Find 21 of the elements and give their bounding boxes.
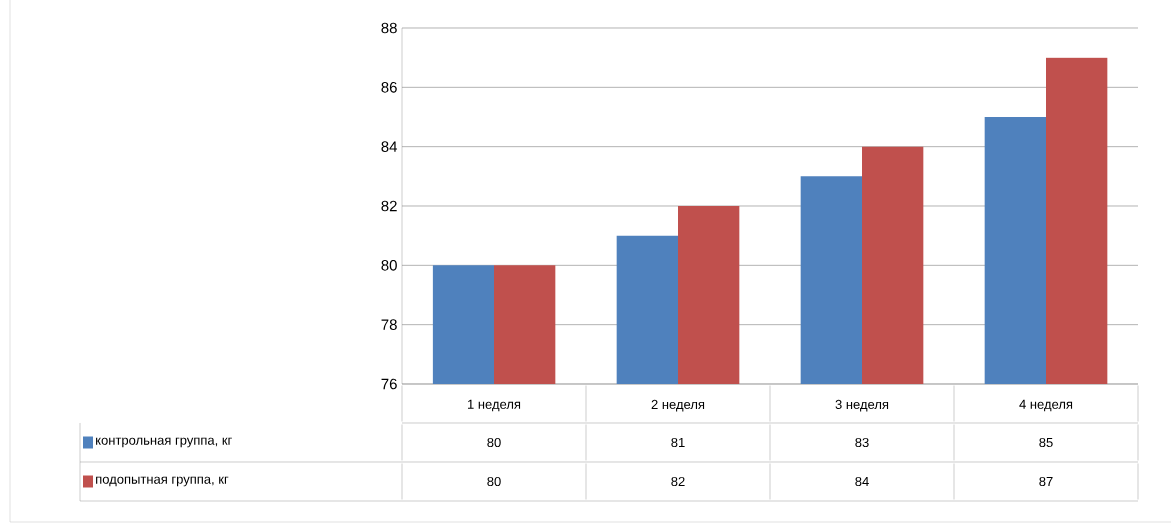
data-label: 85 [1039,437,1053,448]
x-tick-label: 4 неделя [1019,399,1073,412]
y-tick-label: 82 [381,200,397,212]
data-label: 87 [1039,476,1053,487]
x-tick-label: 3 неделя [835,399,889,412]
data-label: 84 [855,476,869,487]
data-label: 83 [855,437,869,448]
data-label: 81 [671,437,685,448]
y-tick-label: 86 [381,82,397,93]
y-tick-label: 88 [381,22,397,34]
y-tick-label: 76 [381,378,397,390]
x-tick-label: 1 неделя [468,399,521,412]
legend-label: контрольная группа, кг [96,437,232,448]
data-label: 82 [671,476,685,487]
legend-label: подопытная группа, кг [96,476,229,487]
y-tick-label: 80 [381,260,397,271]
data-label: 80 [487,437,501,448]
y-tick-label: 78 [381,319,397,330]
y-tick-label: 84 [381,141,398,152]
x-tick-label: 2 неделя [651,399,705,412]
data-label: 80 [487,476,501,487]
